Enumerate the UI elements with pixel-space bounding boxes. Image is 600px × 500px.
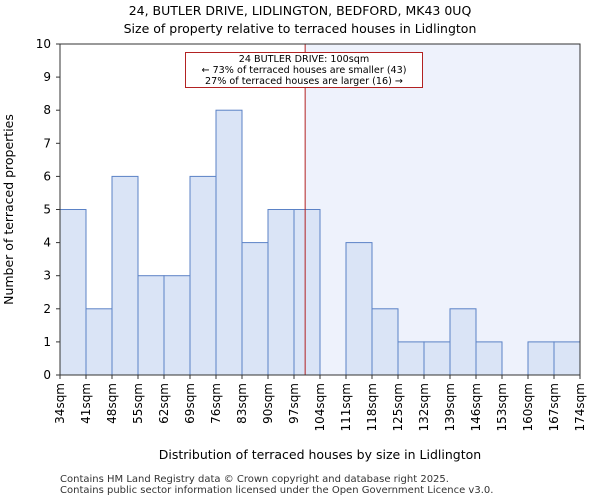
bar-69sqm [189,175,217,376]
bar-111sqm [345,242,373,376]
x-axis-label: Distribution of terraced houses by size … [159,447,481,462]
bar-62sqm [163,275,191,376]
x-tick-label: 160sqm [521,383,535,431]
bar-83sqm [241,242,269,376]
property-annotation-box: 24 BUTLER DRIVE: 100sqm ← 73% of terrace… [185,52,423,88]
y-tick-label: 0 [43,368,51,382]
y-tick-label: 8 [43,103,51,117]
x-tick-label: 62sqm [157,383,171,424]
footer-line-1: Contains HM Land Registry data © Crown c… [60,474,449,485]
y-tick-label: 10 [36,37,51,51]
x-tick-label: 118sqm [365,383,379,431]
y-tick-label: 3 [43,269,51,283]
bar-146sqm [475,341,503,376]
x-tick-label: 76sqm [209,383,223,424]
x-tick-label: 69sqm [183,383,197,424]
bar-90sqm [267,209,295,376]
y-tick-label: 9 [43,70,51,84]
x-tick-label: 104sqm [313,383,327,431]
bar-97sqm [293,209,321,376]
y-tick-label: 4 [43,236,51,250]
footer-line-2: Contains public sector information licen… [60,485,494,496]
x-tick-label: 174sqm [573,383,587,431]
chart-title: 24, BUTLER DRIVE, LIDLINGTON, BEDFORD, M… [128,3,472,18]
bar-48sqm [111,175,139,376]
x-tick-label: 139sqm [443,383,457,431]
y-tick-label: 2 [43,302,51,316]
bar-167sqm [553,341,581,376]
x-tick-label: 48sqm [105,383,119,424]
x-tick-label: 132sqm [417,383,431,431]
x-tick-label: 167sqm [547,383,561,431]
y-tick-label: 1 [43,335,51,349]
x-tick-label: 146sqm [469,383,483,431]
x-tick-label: 111sqm [339,383,353,431]
bar-76sqm [215,109,243,376]
x-tick-label: 153sqm [495,383,509,431]
bar-34sqm [59,209,87,376]
x-tick-label: 83sqm [235,383,249,424]
annotation-line-1: 24 BUTLER DRIVE: 100sqm [238,54,370,65]
bar-125sqm [397,341,425,376]
x-tick-label: 55sqm [131,383,145,424]
y-axis-label: Number of terraced properties [1,114,16,305]
y-tick-label: 5 [43,203,51,217]
bar-55sqm [137,275,165,376]
chart-subtitle: Size of property relative to terraced ho… [123,21,477,36]
y-tick-label: 6 [43,169,51,183]
bar-160sqm [527,341,555,376]
x-tick-label: 125sqm [391,383,405,431]
bar-139sqm [449,308,477,376]
bar-132sqm [423,341,451,376]
x-tick-label: 34sqm [53,383,67,424]
bar-118sqm [371,308,399,376]
x-tick-label: 97sqm [287,383,301,424]
y-tick-label: 7 [43,136,51,150]
annotation-line-2: ← 73% of terraced houses are smaller (43… [201,65,407,76]
x-tick-label: 41sqm [79,383,93,424]
annotation-line-3: 27% of terraced houses are larger (16) → [205,76,403,87]
bar-41sqm [85,308,113,376]
x-tick-label: 90sqm [261,383,275,424]
